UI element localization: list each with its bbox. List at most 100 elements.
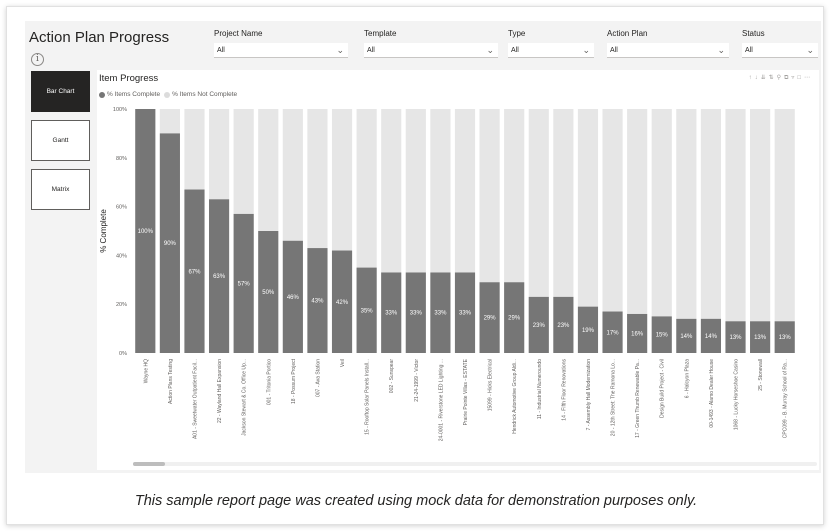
y-tick-label: 20% <box>116 302 127 308</box>
bar-complete <box>553 296 574 353</box>
data-label: 13% <box>779 335 792 341</box>
bar-remaining <box>184 109 205 190</box>
bar-remaining <box>602 109 623 312</box>
data-label: 100% <box>138 229 154 235</box>
x-tick-label: 17 - Green Thumb Renewable Pa... <box>635 359 641 438</box>
up-arrow-icon[interactable]: ↑ <box>748 75 755 81</box>
x-tick-label: A01 - Sweetwater Outpatient Facil... <box>192 359 198 439</box>
bar-remaining <box>208 109 230 200</box>
x-tick-label: CPC099 - B. Murray School of Ra... <box>783 359 789 438</box>
bar-complete <box>577 306 599 353</box>
chevron-down-icon: ⌄ <box>486 45 494 55</box>
data-label: 17% <box>607 330 620 336</box>
bar-complete <box>651 316 672 353</box>
bar-remaining <box>405 109 426 273</box>
legend-item-complete[interactable]: % Items Complete <box>99 91 160 98</box>
bar-remaining <box>774 109 795 322</box>
y-tick-label: 60% <box>116 205 127 211</box>
bar-remaining <box>282 109 303 241</box>
data-label: 43% <box>311 299 324 305</box>
slicer-project-name: Project Name All ⌄ <box>214 29 348 58</box>
bar-complete <box>750 321 771 353</box>
chevron-down-icon: ⌄ <box>336 45 344 55</box>
bar-remaining <box>307 109 328 249</box>
pin-icon[interactable]: ⚲ <box>776 75 785 81</box>
y-tick-label: 0% <box>119 351 127 357</box>
bar-remaining <box>430 109 451 273</box>
bar-remaining <box>233 109 254 214</box>
data-label: 35% <box>361 308 374 314</box>
visual-toolbar: ↑↓⇊⇅⚲⧉▿□⋯ <box>749 74 813 82</box>
bar-complete <box>700 318 722 353</box>
data-label: 13% <box>730 335 743 341</box>
bar-remaining <box>700 109 722 319</box>
bar-complete <box>208 199 230 353</box>
bar-remaining <box>627 109 648 314</box>
scrollbar-thumb[interactable] <box>133 462 165 466</box>
focus-icon[interactable]: □ <box>797 75 804 81</box>
data-label: 67% <box>188 269 201 275</box>
info-icon[interactable]: i <box>31 53 44 66</box>
x-tick-label: 1068 - Lucky Horseshoe Casino <box>734 359 740 430</box>
data-label: 13% <box>754 335 767 341</box>
bar-complete <box>602 311 623 353</box>
data-label: 14% <box>680 334 693 340</box>
bar-complete <box>725 321 746 353</box>
slicer-label: Action Plan <box>607 29 648 38</box>
action-plan-dropdown[interactable]: All ⌄ <box>607 43 729 58</box>
x-tick-label: Prairie Pointe Villas - ESTATE <box>463 358 469 425</box>
x-tick-label: Action Plans Testing <box>168 359 174 404</box>
nav-button-matrix[interactable]: Matrix <box>31 169 90 210</box>
report-frame: Action Plan Progress i Project Name All … <box>6 6 824 525</box>
chart-title: Item Progress <box>99 73 159 84</box>
template-dropdown[interactable]: All ⌄ <box>364 43 498 58</box>
bar-complete <box>135 109 156 353</box>
item-progress-visual[interactable]: Item Progress ↑↓⇊⇅⚲⧉▿□⋯ % Items Complete… <box>97 70 819 470</box>
x-tick-label: 002 - Sunspear <box>389 359 395 394</box>
data-label: 33% <box>385 311 398 317</box>
data-label: 23% <box>557 323 570 329</box>
chart-legend: % Items Complete % Items Not Complete <box>99 91 241 98</box>
more-icon[interactable]: ⋯ <box>804 75 813 81</box>
bar-remaining <box>528 109 549 297</box>
legend-item-not-complete[interactable]: % Items Not Complete <box>164 91 237 98</box>
bar-chart: 0% 20% 40% 60% 80% 100% % Complete 100% Wayne HQ… <box>99 107 795 441</box>
horizontal-scrollbar[interactable] <box>133 462 817 466</box>
legend-label: % Items Not Complete <box>172 91 238 98</box>
type-dropdown[interactable]: All ⌄ <box>508 43 594 58</box>
data-label: 15% <box>656 333 669 339</box>
bar-complete <box>258 231 279 353</box>
bar-remaining <box>356 109 377 268</box>
bar-remaining <box>750 109 771 322</box>
bar-remaining <box>479 109 500 283</box>
project-name-dropdown[interactable]: All ⌄ <box>214 43 348 58</box>
status-dropdown[interactable]: All ⌄ <box>742 43 818 58</box>
nav-button-label: Matrix <box>51 186 70 193</box>
data-label: 16% <box>631 331 644 337</box>
x-tick-label: 6 - Halcyon Plaza <box>684 359 690 398</box>
bar-remaining <box>381 109 402 273</box>
data-label: 42% <box>336 300 349 306</box>
bar-complete <box>381 272 402 353</box>
bar-remaining <box>258 109 279 231</box>
filter-icon[interactable]: ▿ <box>791 75 798 81</box>
double-down-icon[interactable]: ⇊ <box>760 75 769 81</box>
copy-icon[interactable]: ⧉ <box>784 75 792 81</box>
down-arrow-icon[interactable]: ↓ <box>754 75 761 81</box>
x-tick-label: Veil <box>340 359 346 367</box>
nav-button-bar-chart[interactable]: Bar Chart <box>31 71 90 112</box>
expand-icon[interactable]: ⇅ <box>768 75 777 81</box>
bar-complete <box>282 240 303 353</box>
slicer-value: All <box>367 47 375 54</box>
bar-complete <box>331 250 353 353</box>
data-label: 57% <box>238 281 251 287</box>
footer-disclaimer: This sample report page was created usin… <box>134 493 698 509</box>
bar-complete <box>676 318 697 353</box>
x-tick-label: 21-24-1999 - Victor <box>414 359 420 402</box>
bar-complete <box>430 272 451 353</box>
x-tick-label: 18 - Possum Project <box>291 358 297 404</box>
nav-button-gantt[interactable]: Gantt <box>31 120 90 161</box>
bar-remaining <box>504 109 525 283</box>
bar-complete <box>627 313 648 353</box>
x-tick-label: 14 - Fifth Floor Renovations <box>561 359 567 421</box>
